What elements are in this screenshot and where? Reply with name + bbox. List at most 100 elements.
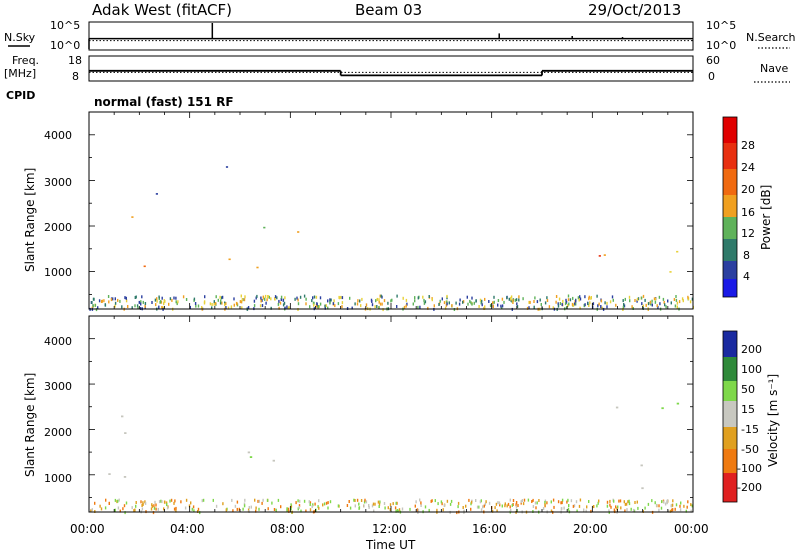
power-cell: [279, 301, 282, 305]
power-cell: [446, 300, 448, 304]
power-cell: [95, 308, 98, 312]
velocity-cell: [416, 508, 419, 512]
velocity-cell: [661, 407, 664, 410]
power-cell: [522, 297, 524, 301]
velocity-cell: [389, 508, 391, 511]
power-cell: [422, 295, 424, 299]
power-cell: [588, 295, 590, 299]
power-cell: [274, 297, 276, 301]
power-cell: [565, 306, 568, 310]
power-cell: [573, 302, 576, 306]
xaxis-label: Time UT: [365, 538, 416, 552]
power-cell: [383, 299, 386, 303]
power-cell: [286, 305, 288, 309]
power-cell: [654, 297, 657, 301]
power-cell: [127, 305, 129, 308]
power-cell: [674, 304, 677, 308]
power-cbar-tick-28: 28: [741, 139, 755, 152]
power-cell: [676, 301, 679, 305]
velocity-cell: [124, 432, 127, 434]
velocity-cell: [671, 508, 673, 512]
power-cell: [470, 301, 472, 305]
velocity-cell: [323, 502, 326, 506]
power-cell: [176, 302, 178, 306]
power-cell: [405, 304, 407, 308]
velocity-cell: [104, 506, 107, 510]
velocity-cell: [197, 507, 200, 511]
velocity-cell: [303, 499, 306, 503]
power-cell: [572, 296, 574, 300]
power-cell: [91, 301, 93, 304]
power-cbar-tick-16: 16: [741, 206, 755, 219]
power-cell: [439, 299, 441, 303]
power-cell: [510, 297, 512, 301]
power-cell: [221, 295, 224, 299]
power-cell: [297, 298, 299, 302]
velocity-cell: [298, 506, 300, 509]
velocity-cell: [680, 501, 682, 505]
velocity-cell: [654, 501, 656, 505]
velocity-cell: [424, 505, 427, 509]
power-cell: [569, 298, 572, 302]
power-cell: [219, 295, 221, 299]
power-cell: [516, 302, 518, 306]
power-cell: [469, 299, 471, 303]
power-cell: [518, 295, 520, 299]
velocity-cell: [494, 506, 496, 510]
power-cell: [428, 295, 430, 298]
power-cell: [114, 297, 116, 301]
power-cell: [484, 297, 486, 301]
power-cell: [492, 305, 494, 308]
power-cell: [462, 300, 464, 304]
velocity-cell: [414, 504, 416, 508]
power-cell: [528, 300, 530, 304]
power-cell: [578, 298, 580, 302]
power-cell: [158, 295, 160, 299]
power-cell: [512, 301, 514, 304]
velocity-colorbar: [722, 330, 738, 503]
velocity-cell: [609, 503, 611, 507]
power-cell: [114, 304, 116, 308]
power-cell: [396, 305, 398, 308]
power-cell: [612, 298, 614, 302]
power-cell: [101, 299, 103, 303]
velocity-cell: [212, 498, 214, 502]
velocity-cell: [627, 500, 629, 504]
power-cell: [691, 297, 694, 301]
velocity-cell: [368, 505, 370, 509]
power-cell: [572, 303, 575, 307]
power-cell: [471, 296, 473, 300]
velocity-cell: [667, 509, 670, 513]
power-cell: [579, 297, 582, 301]
power-cell: [227, 306, 230, 310]
velocity-cell: [463, 509, 465, 513]
velocity-cell: [188, 504, 191, 508]
xtick-2400: 00:00: [674, 522, 709, 536]
power-ytick-3000: 3000: [44, 176, 72, 189]
velocity-cell: [297, 507, 299, 511]
velocity-cell: [538, 499, 540, 502]
velocity-cell: [532, 505, 535, 508]
velocity-cell: [155, 503, 157, 507]
power-cell: [673, 298, 676, 301]
power-cell: [506, 296, 508, 300]
power-cell: [682, 299, 684, 303]
power-cell: [481, 299, 483, 303]
power-cell: [451, 304, 453, 308]
velocity-cell: [457, 501, 460, 505]
power-cell: [274, 295, 277, 299]
velocity-cbar-tick-100: 100: [741, 363, 762, 376]
power-cbar-tick-8: 8: [743, 249, 750, 262]
velocity-cell: [434, 499, 436, 503]
velocity-cell: [572, 504, 575, 508]
power-cell: [481, 303, 483, 307]
velocity-cell: [117, 506, 120, 510]
velocity-ytick-1000: 1000: [44, 472, 72, 485]
velocity-cell: [504, 504, 506, 508]
power-cell: [97, 306, 99, 310]
velocity-cell: [550, 509, 553, 513]
velocity-cell: [512, 503, 514, 506]
power-cell: [351, 306, 353, 310]
velocity-cell: [679, 504, 681, 508]
power-ylabel: Slant Range [km]: [23, 168, 37, 272]
